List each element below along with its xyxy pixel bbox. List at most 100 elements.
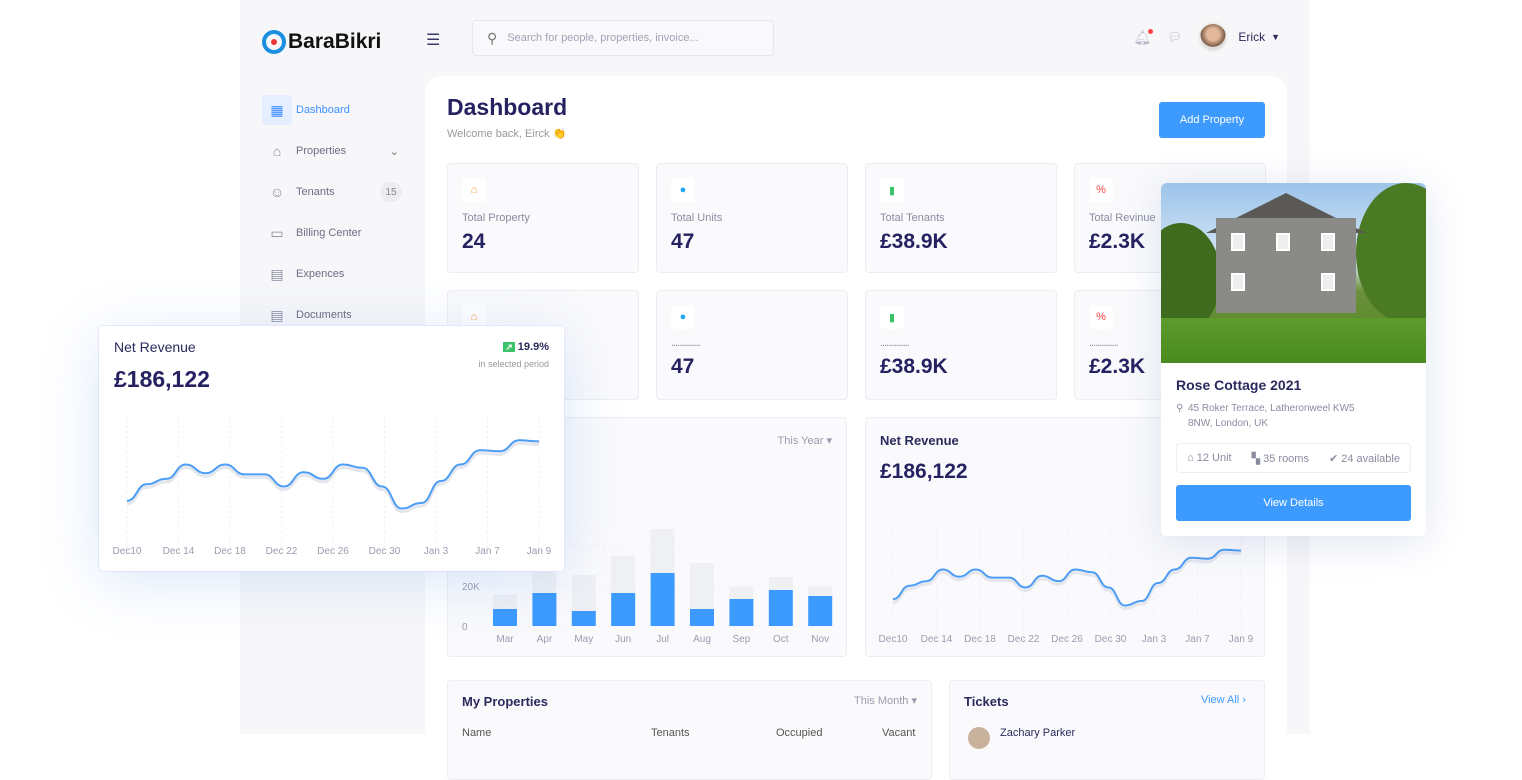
dropdown-value: This Year bbox=[777, 435, 824, 447]
stat-value: £38.9K bbox=[880, 230, 948, 253]
search-input[interactable]: ⚲ Search for people, properties, invoice.… bbox=[472, 20, 774, 56]
card-title: Net Revenue bbox=[114, 339, 196, 355]
menu-toggle-icon[interactable]: ☰ bbox=[426, 32, 441, 49]
user-icon: ☺ bbox=[269, 184, 285, 200]
period-dropdown[interactable]: This Month ▾ bbox=[854, 695, 917, 707]
user-name[interactable]: Erick bbox=[1238, 30, 1266, 44]
x-tick-label: May bbox=[574, 634, 593, 645]
page-title: Dashboard bbox=[447, 94, 568, 120]
panel-title: My Properties bbox=[462, 694, 548, 709]
stat-value: 47 bbox=[671, 355, 695, 378]
nav-label: Documents bbox=[296, 309, 352, 321]
stat-value: 47 bbox=[671, 230, 695, 253]
line-chart: Dec10 Dec 14 Dec 18 Dec 22 Dec 26 Dec 30 Jan 3… bbox=[113, 416, 552, 557]
chat-icon[interactable]: 💬︎ bbox=[1167, 30, 1183, 44]
nav-label: Dashboard bbox=[296, 104, 350, 116]
nav-label: Properties bbox=[296, 145, 347, 157]
revenue-line bbox=[892, 548, 1242, 607]
x-tick-label: Jan 3 bbox=[424, 546, 449, 557]
period-dropdown[interactable]: This Year ▾ bbox=[777, 435, 832, 447]
percent-icon: % bbox=[1089, 305, 1113, 329]
location-pin-icon: ⚲ bbox=[1176, 403, 1184, 414]
stat-card: ⌂ Total Property 24 bbox=[447, 163, 639, 273]
stat-value: 24 bbox=[462, 230, 486, 253]
brand-name: BaraBikri bbox=[288, 30, 382, 53]
sidebar-item-properties[interactable]: ⌂ Properties ⌄ bbox=[262, 136, 407, 166]
x-tick-label: Mar bbox=[496, 634, 514, 645]
x-tick-label: Dec 26 bbox=[1051, 634, 1083, 645]
view-all-link[interactable]: View All › bbox=[1200, 694, 1246, 706]
logo-icon bbox=[262, 30, 286, 54]
column-header: Vacant bbox=[882, 727, 916, 739]
column-header: Occupied bbox=[776, 727, 823, 739]
welcome-text: Welcome back, Eirck 👏 bbox=[447, 127, 566, 140]
view-details-button[interactable]: View Details bbox=[1176, 485, 1411, 521]
column-header: Tenants bbox=[651, 727, 690, 739]
sidebar-item-dashboard[interactable]: ▦ Dashboard bbox=[262, 95, 407, 125]
property-address: ⚲ 45 Roker Terrace, Latheronweel KW5 8NW, … bbox=[1176, 401, 1411, 431]
bar-occupied bbox=[571, 611, 596, 626]
x-tick-label: Dec10 bbox=[113, 546, 142, 557]
add-property-button[interactable]: Add Property bbox=[1159, 102, 1265, 138]
tickets-panel: Tickets View All › Zachary Parker bbox=[949, 680, 1265, 780]
x-tick-label: Dec 14 bbox=[163, 546, 195, 557]
x-tick-label: Jan 7 bbox=[475, 546, 500, 557]
sidebar-item-billing[interactable]: ▭ Billing Center bbox=[262, 218, 407, 248]
units-feature: ⌂ 12 Unit bbox=[1187, 452, 1232, 464]
receipt-icon: ▤ bbox=[270, 265, 284, 282]
x-tick-label: Dec 22 bbox=[1008, 634, 1040, 645]
ticket-name[interactable]: Zachary Parker bbox=[1000, 727, 1076, 739]
net-revenue-panel: Net Revenue £186,122 Dec10 Dec 14 Dec 18 De… bbox=[865, 417, 1265, 657]
line-shadow bbox=[892, 551, 1242, 611]
property-features: ⌂ 12 Unit ▚ 35 rooms ✔ 24 available bbox=[1176, 443, 1411, 473]
building-icon: ⌂ bbox=[272, 143, 282, 159]
my-properties-panel: My Properties This Month ▾ Name Tenants … bbox=[447, 680, 932, 780]
bar-occupied bbox=[650, 573, 675, 626]
sidebar-item-expences[interactable]: ▤ Expences bbox=[262, 259, 407, 289]
chevron-down-icon[interactable]: ▼ bbox=[1271, 32, 1280, 42]
bar-chart-icon: ▮ bbox=[880, 305, 904, 329]
stat-card: ▮.............. £38.9K bbox=[865, 290, 1057, 400]
x-tick-label: Jun bbox=[615, 634, 631, 645]
x-tick-label: Sep bbox=[733, 634, 751, 645]
line-shadow bbox=[126, 441, 540, 514]
welcome-label: Welcome back, Eirck bbox=[447, 128, 550, 140]
x-tick-label: Jan 7 bbox=[1185, 634, 1210, 645]
y-tick-label: 20K bbox=[462, 582, 480, 593]
home-icon: ⌂ bbox=[462, 305, 486, 329]
bell-icon[interactable]: 🔔︎ bbox=[1133, 28, 1153, 45]
avatar bbox=[968, 727, 990, 749]
revenue-value: £186,122 bbox=[880, 460, 968, 483]
document-icon: ▤ bbox=[270, 306, 284, 323]
x-tick-label: Dec 18 bbox=[214, 546, 246, 557]
stat-label: Total Units bbox=[671, 212, 723, 224]
stat-label: Total Tenants bbox=[880, 212, 945, 224]
wallet-icon: ▭ bbox=[270, 224, 284, 241]
x-tick-label: Dec10 bbox=[879, 634, 908, 645]
x-tick-label: Dec 26 bbox=[317, 546, 349, 557]
x-tick-label: Oct bbox=[773, 634, 789, 645]
bar-chart: 0 20K Mar Apr May Jun Jul Aug Sep Oct Nov bbox=[462, 529, 833, 645]
address-line: 45 Roker Terrace, Latheronweel KW5 bbox=[1188, 403, 1355, 414]
sidebar: ▦ Dashboard ⌂ Properties ⌄ ☺ Tenants 15 ▭ Bill… bbox=[262, 95, 407, 341]
x-tick-label: Dec 18 bbox=[964, 634, 996, 645]
link-label: View All bbox=[1200, 694, 1240, 706]
x-tick-label: Dec 30 bbox=[369, 546, 401, 557]
x-tick-label: Nov bbox=[811, 634, 829, 645]
bar-occupied bbox=[768, 590, 793, 626]
stat-card: ▮ Total Tenants £38.9K bbox=[865, 163, 1057, 273]
sidebar-item-documents[interactable]: ▤ Documents bbox=[262, 300, 407, 330]
home-icon: ⌂ bbox=[462, 178, 486, 202]
change-value: 19.9% bbox=[517, 341, 549, 353]
bar-occupied bbox=[532, 593, 557, 626]
avatar[interactable] bbox=[1198, 22, 1229, 52]
search-placeholder: Search for people, properties, invoice..… bbox=[507, 32, 699, 44]
stat-card: ● Total Units 47 bbox=[656, 163, 848, 273]
brand-logo[interactable]: BaraBikri bbox=[262, 30, 381, 54]
property-photo bbox=[1161, 183, 1426, 363]
sidebar-item-tenants[interactable]: ☺ Tenants 15 bbox=[262, 177, 407, 207]
feature-label: 12 Unit bbox=[1196, 452, 1232, 464]
revenue-value: £186,122 bbox=[114, 366, 210, 392]
home-icon: ⌂ bbox=[1187, 452, 1194, 464]
dropdown-value: This Month bbox=[854, 695, 909, 707]
